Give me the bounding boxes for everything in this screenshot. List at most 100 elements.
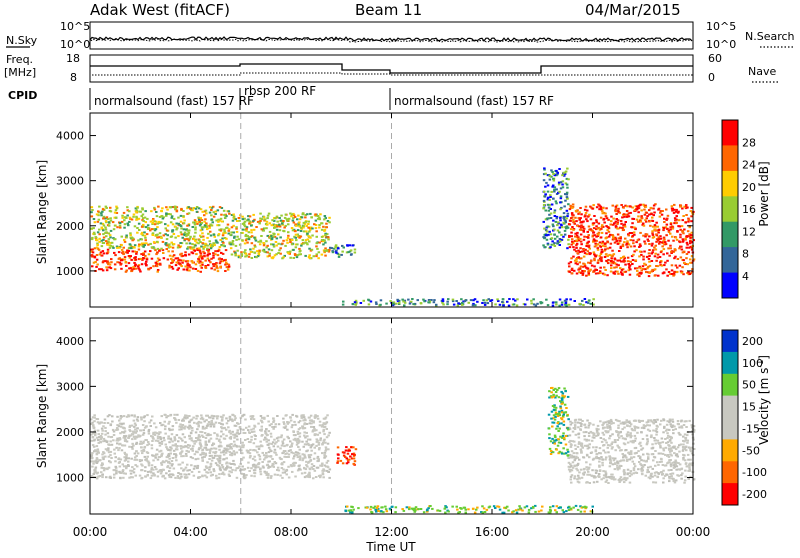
heatmap-cell [182, 210, 185, 212]
heatmap-cell [634, 438, 637, 440]
heatmap-cell [615, 208, 618, 210]
heatmap-cell [96, 457, 99, 459]
heatmap-cell [133, 420, 136, 422]
heatmap-cell [130, 458, 133, 460]
heatmap-cell [245, 234, 248, 236]
heatmap-cell [301, 216, 304, 218]
heatmap-cell [266, 217, 269, 219]
heatmap-cell [589, 482, 592, 484]
heatmap-cell [195, 263, 198, 265]
heatmap-cell [669, 439, 672, 441]
heatmap-cell [685, 235, 688, 237]
heatmap-cell [162, 475, 165, 477]
heatmap-cell [563, 216, 566, 218]
heatmap-cell [655, 265, 658, 267]
heatmap-cell [332, 251, 335, 253]
heatmap-cell [201, 459, 204, 461]
heatmap-cell [662, 431, 665, 433]
heatmap-cell [318, 242, 321, 244]
heatmap-cell [286, 444, 289, 446]
heatmap-cell [647, 266, 650, 268]
heatmap-cell [169, 415, 172, 417]
heatmap-cell [207, 233, 210, 235]
heatmap-cell [140, 441, 143, 443]
heatmap-cell [150, 210, 153, 212]
heatmap-cell [300, 236, 303, 238]
heatmap-cell [266, 245, 269, 247]
heatmap-cell [549, 196, 552, 198]
heatmap-cell [423, 300, 426, 302]
heatmap-cell [147, 228, 150, 230]
heatmap-cell [228, 213, 231, 215]
power-ylabel: Slant Range [km] [35, 160, 49, 264]
heatmap-cell [642, 438, 645, 440]
heatmap-cell [244, 242, 247, 244]
heatmap-cell [379, 304, 382, 306]
heatmap-cell [172, 268, 175, 270]
heatmap-cell [593, 222, 596, 224]
heatmap-cell [574, 426, 577, 428]
heatmap-cell [137, 267, 140, 269]
heatmap-cell [623, 459, 626, 461]
heatmap-cell [626, 419, 629, 421]
heatmap-cell [553, 242, 556, 244]
heatmap-cell [337, 453, 340, 455]
heatmap-cell [654, 255, 657, 257]
heatmap-cell [260, 235, 263, 237]
heatmap-cell [672, 432, 675, 434]
heatmap-cell [304, 216, 307, 218]
heatmap-cell [108, 414, 111, 416]
heatmap-cell [588, 424, 591, 426]
heatmap-cell [253, 418, 256, 420]
heatmap-cell [323, 469, 326, 471]
heatmap-cell [682, 448, 685, 450]
heatmap-cell [300, 230, 303, 232]
heatmap-cell [593, 253, 596, 255]
heatmap-cell [134, 453, 137, 455]
heatmap-cell [230, 463, 233, 465]
heatmap-cell [363, 300, 366, 302]
heatmap-cell [588, 299, 591, 301]
heatmap-cell [591, 265, 594, 267]
station-title: Adak West (fitACF) [90, 1, 230, 19]
heatmap-cell [160, 462, 163, 464]
heatmap-cell [123, 239, 126, 241]
heatmap-cell [253, 229, 256, 231]
heatmap-cell [196, 211, 199, 213]
heatmap-cell [314, 470, 317, 472]
heatmap-cell [464, 300, 467, 302]
heatmap-cell [346, 245, 349, 247]
heatmap-cell [627, 421, 630, 423]
heatmap-cell [562, 172, 565, 174]
nsearch-label: N.Search [745, 30, 795, 43]
heatmap-cell [554, 209, 557, 211]
heatmap-cell [266, 224, 269, 226]
heatmap-cell [659, 261, 662, 263]
heatmap-cell [442, 304, 445, 306]
heatmap-cell [144, 237, 147, 239]
heatmap-cell [323, 429, 326, 431]
heatmap-cell [561, 226, 564, 228]
heatmap-cell [124, 256, 127, 258]
heatmap-cell [300, 227, 303, 229]
heatmap-cell [112, 439, 115, 441]
heatmap-cell [204, 218, 207, 220]
heatmap-cell [675, 479, 678, 481]
heatmap-cell [245, 253, 248, 255]
heatmap-cell [124, 259, 127, 261]
heatmap-cell [139, 429, 142, 431]
heatmap-cell [263, 439, 266, 441]
heatmap-cell [620, 479, 623, 481]
heatmap-cell [144, 210, 147, 212]
heatmap-cell [187, 246, 190, 248]
heatmap-cell [210, 465, 213, 467]
heatmap-cell [94, 434, 97, 436]
heatmap-cell [180, 448, 183, 450]
heatmap-cell [121, 249, 124, 251]
heatmap-cell [323, 239, 326, 241]
heatmap-cell [297, 446, 300, 448]
heatmap-cell [91, 265, 94, 267]
heatmap-cell [206, 444, 209, 446]
heatmap-cell [549, 246, 552, 248]
heatmap-cell [278, 469, 281, 471]
